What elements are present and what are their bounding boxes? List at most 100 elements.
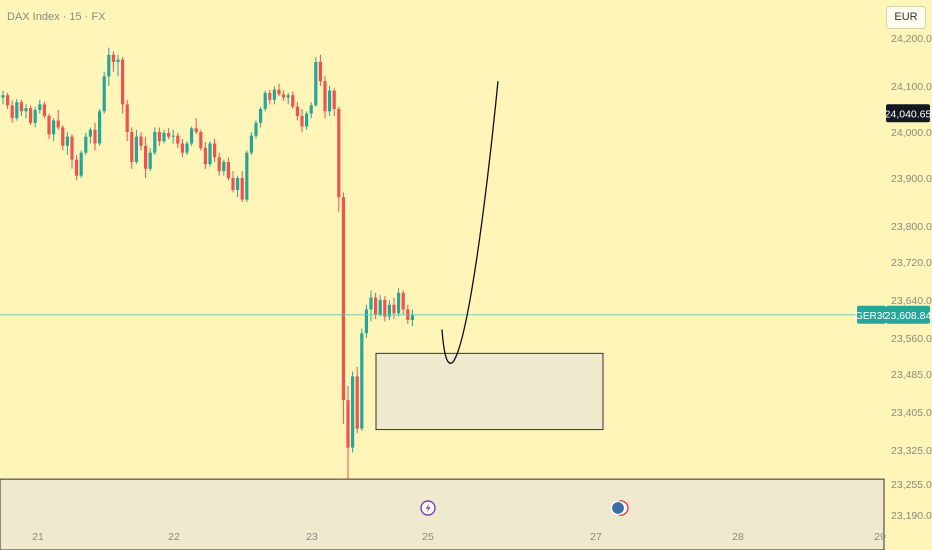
lower-zone-rect — [0, 478, 885, 550]
time-tick-label: 22 — [168, 531, 180, 543]
candle-body — [107, 54, 111, 77]
candle-body — [355, 376, 359, 429]
candle-body — [401, 292, 405, 310]
candle-body — [116, 59, 120, 62]
candle-body — [397, 292, 401, 314]
symbol-tag — [857, 305, 886, 324]
candle-body — [268, 92, 272, 100]
candle-body — [157, 132, 161, 142]
flag-icon-blue — [610, 500, 626, 516]
price-tick-label: 24,000.00 — [891, 127, 932, 139]
price-tick-label: 23,800.00 — [891, 221, 932, 233]
candle-body — [245, 152, 249, 200]
candle-body — [346, 400, 350, 448]
candle-body — [374, 297, 378, 315]
price-axis[interactable]: 24,200.00 24,100.00 24,000.00 23,900.00 23,8… — [891, 33, 932, 522]
candle-body — [392, 304, 396, 314]
candle-body — [42, 104, 46, 116]
time-tick-label: 29 — [874, 531, 886, 543]
candle-body — [61, 127, 65, 146]
candle-body — [93, 129, 97, 144]
time-tick-label: 27 — [590, 531, 602, 543]
candle-body — [1, 95, 5, 98]
candle-body — [383, 300, 387, 317]
candle-body — [139, 136, 143, 146]
candle-body — [144, 145, 148, 169]
symbol-price-tag — [886, 305, 930, 324]
candle-body — [102, 76, 106, 112]
symbol-price-label: 23,608.84 — [885, 310, 932, 322]
time-tick-label: 23 — [306, 531, 318, 543]
candle-body — [15, 102, 19, 119]
price-tick-label: 23,190.00 — [891, 510, 932, 522]
last-price-tag — [886, 104, 930, 123]
candle-body — [328, 90, 332, 112]
candle-body — [148, 152, 152, 169]
candle-body — [65, 136, 69, 146]
candle-body — [167, 132, 171, 137]
candle-body — [272, 89, 276, 100]
candle-body — [213, 143, 217, 158]
candle-body — [33, 109, 37, 123]
last-price-label: 24,040.65 — [885, 108, 932, 120]
candle-body — [88, 129, 92, 137]
candle-body — [378, 300, 382, 315]
price-tick-label: 24,200.00 — [891, 33, 932, 45]
candle-body — [341, 197, 345, 401]
time-tick-label: 28 — [732, 531, 744, 543]
candle-body — [171, 135, 175, 137]
lightning-glyph — [425, 503, 431, 513]
candle-body — [240, 178, 244, 200]
candle-body — [254, 122, 258, 136]
candle-body — [176, 135, 180, 144]
currency-button[interactable]: EUR — [886, 6, 926, 29]
symbol-title[interactable]: DAX Index · 15 · FX — [7, 11, 106, 23]
candle-body — [364, 309, 368, 334]
projection-curve — [441, 81, 499, 364]
candle-body — [286, 95, 290, 98]
candle-body — [314, 62, 318, 106]
candle-body — [84, 136, 88, 153]
candle-body — [203, 148, 207, 165]
candle-body — [190, 128, 194, 144]
candle-body — [387, 304, 391, 317]
candle-body — [291, 95, 295, 107]
candle-body — [410, 315, 414, 320]
candle-body — [125, 104, 129, 132]
candle-body — [309, 105, 313, 114]
price-tick-label: 23,900.00 — [891, 173, 932, 185]
candle-body — [162, 132, 166, 142]
candle-body — [351, 376, 355, 448]
candle-body — [217, 157, 221, 172]
price-tick-label: 23,640.00 — [891, 295, 932, 307]
candle-body — [10, 105, 14, 119]
candle-body — [47, 115, 51, 135]
event-icons — [420, 500, 629, 516]
candle-body — [295, 106, 299, 116]
candle-body — [222, 161, 226, 172]
price-tick-label: 23,255.00 — [891, 479, 932, 491]
candle-body — [79, 152, 83, 176]
time-tick-label: 21 — [32, 531, 44, 543]
candle-body — [38, 104, 42, 110]
candle-body — [111, 54, 115, 62]
candle-body — [332, 90, 336, 109]
candle-body — [52, 120, 56, 135]
candle-body — [263, 92, 267, 109]
candle-body — [56, 120, 60, 128]
candle-body — [236, 178, 240, 190]
time-tick-label: 25 — [422, 531, 434, 543]
candle-body — [19, 102, 23, 112]
candle-body — [360, 333, 364, 429]
candle-body — [185, 143, 189, 153]
candle-body — [29, 108, 33, 123]
price-tick-label: 23,720.00 — [891, 257, 932, 269]
candle-body — [249, 135, 253, 153]
candle-body — [323, 81, 327, 112]
time-axis[interactable]: 21 22 23 25 27 28 29 — [32, 531, 886, 543]
candle-body — [180, 143, 184, 153]
candle-body — [259, 109, 263, 123]
